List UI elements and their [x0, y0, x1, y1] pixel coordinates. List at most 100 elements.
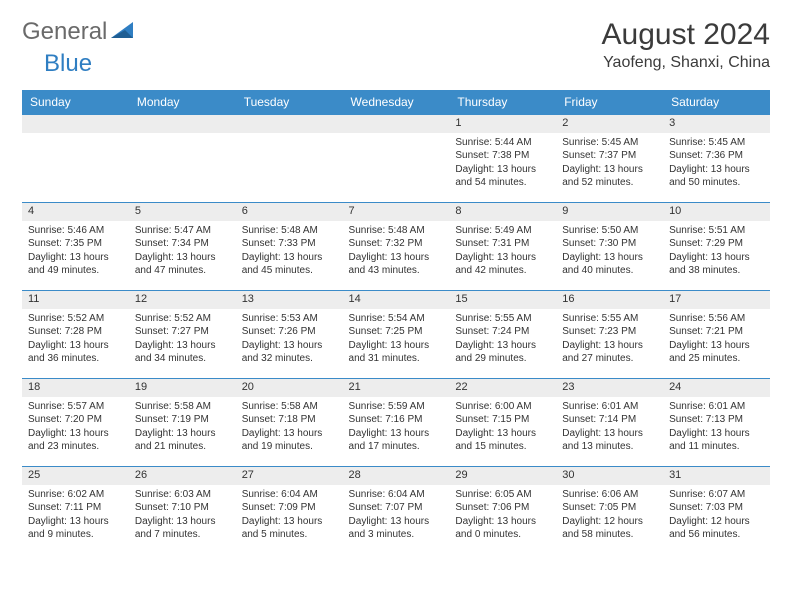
day-content-cell: Sunrise: 5:48 AMSunset: 7:32 PMDaylight:…: [343, 221, 450, 291]
location: Yaofeng, Shanxi, China: [602, 54, 770, 72]
sunset-line: Sunset: 7:30 PM: [562, 237, 657, 251]
sunset-line: Sunset: 7:29 PM: [669, 237, 764, 251]
day-content-cell: Sunrise: 6:04 AMSunset: 7:07 PMDaylight:…: [343, 485, 450, 555]
day-content-cell: Sunrise: 5:49 AMSunset: 7:31 PMDaylight:…: [449, 221, 556, 291]
daylight-line: Daylight: 13 hours and 7 minutes.: [135, 515, 230, 542]
weekday-header: Wednesday: [343, 90, 450, 115]
day-content-cell: Sunrise: 6:03 AMSunset: 7:10 PMDaylight:…: [129, 485, 236, 555]
day-content-cell: Sunrise: 5:51 AMSunset: 7:29 PMDaylight:…: [663, 221, 770, 291]
sunrise-line: Sunrise: 6:04 AM: [349, 488, 444, 502]
sunrise-line: Sunrise: 5:50 AM: [562, 224, 657, 238]
sunset-line: Sunset: 7:05 PM: [562, 501, 657, 515]
day-number-cell: 30: [556, 467, 663, 485]
sunset-line: Sunset: 7:32 PM: [349, 237, 444, 251]
daylight-line: Daylight: 13 hours and 43 minutes.: [349, 251, 444, 278]
day-number-row: 18192021222324: [22, 379, 770, 397]
day-number-cell: 24: [663, 379, 770, 397]
sunset-line: Sunset: 7:34 PM: [135, 237, 230, 251]
weekday-header: Thursday: [449, 90, 556, 115]
day-content-cell: Sunrise: 5:44 AMSunset: 7:38 PMDaylight:…: [449, 133, 556, 203]
daylight-line: Daylight: 13 hours and 21 minutes.: [135, 427, 230, 454]
day-content-cell: Sunrise: 6:00 AMSunset: 7:15 PMDaylight:…: [449, 397, 556, 467]
sunset-line: Sunset: 7:35 PM: [28, 237, 123, 251]
day-content-cell: Sunrise: 5:45 AMSunset: 7:37 PMDaylight:…: [556, 133, 663, 203]
sunrise-line: Sunrise: 6:04 AM: [242, 488, 337, 502]
weekday-header: Monday: [129, 90, 236, 115]
day-number-row: 45678910: [22, 203, 770, 221]
sunrise-line: Sunrise: 5:53 AM: [242, 312, 337, 326]
day-content-row: Sunrise: 6:02 AMSunset: 7:11 PMDaylight:…: [22, 485, 770, 555]
day-content-cell: Sunrise: 5:56 AMSunset: 7:21 PMDaylight:…: [663, 309, 770, 379]
sunset-line: Sunset: 7:33 PM: [242, 237, 337, 251]
daylight-line: Daylight: 13 hours and 19 minutes.: [242, 427, 337, 454]
weekday-header: Saturday: [663, 90, 770, 115]
day-number-cell: 25: [22, 467, 129, 485]
daylight-line: Daylight: 13 hours and 15 minutes.: [455, 427, 550, 454]
day-number-cell: 7: [343, 203, 450, 221]
logo-text-blue: Blue: [44, 50, 92, 78]
day-content-cell: Sunrise: 5:58 AMSunset: 7:18 PMDaylight:…: [236, 397, 343, 467]
daylight-line: Daylight: 13 hours and 50 minutes.: [669, 163, 764, 190]
daylight-line: Daylight: 13 hours and 13 minutes.: [562, 427, 657, 454]
day-number-cell: 6: [236, 203, 343, 221]
daylight-line: Daylight: 13 hours and 25 minutes.: [669, 339, 764, 366]
daylight-line: Daylight: 12 hours and 56 minutes.: [669, 515, 764, 542]
day-number-cell: [129, 115, 236, 133]
day-content-row: Sunrise: 5:44 AMSunset: 7:38 PMDaylight:…: [22, 133, 770, 203]
day-number-cell: [22, 115, 129, 133]
daylight-line: Daylight: 13 hours and 38 minutes.: [669, 251, 764, 278]
sunset-line: Sunset: 7:25 PM: [349, 325, 444, 339]
day-content-cell: Sunrise: 5:45 AMSunset: 7:36 PMDaylight:…: [663, 133, 770, 203]
day-number-cell: 16: [556, 291, 663, 309]
day-number-row: 123: [22, 115, 770, 133]
sunrise-line: Sunrise: 5:52 AM: [135, 312, 230, 326]
day-number-cell: 15: [449, 291, 556, 309]
daylight-line: Daylight: 13 hours and 47 minutes.: [135, 251, 230, 278]
day-number-cell: [343, 115, 450, 133]
day-number-cell: 9: [556, 203, 663, 221]
daylight-line: Daylight: 13 hours and 52 minutes.: [562, 163, 657, 190]
sunset-line: Sunset: 7:13 PM: [669, 413, 764, 427]
day-content-cell: Sunrise: 6:07 AMSunset: 7:03 PMDaylight:…: [663, 485, 770, 555]
day-content-cell: Sunrise: 5:57 AMSunset: 7:20 PMDaylight:…: [22, 397, 129, 467]
daylight-line: Daylight: 13 hours and 49 minutes.: [28, 251, 123, 278]
sunrise-line: Sunrise: 5:45 AM: [669, 136, 764, 150]
weekday-header: Friday: [556, 90, 663, 115]
sunrise-line: Sunrise: 5:59 AM: [349, 400, 444, 414]
day-number-cell: 14: [343, 291, 450, 309]
sunrise-line: Sunrise: 5:55 AM: [455, 312, 550, 326]
day-content-cell: Sunrise: 5:55 AMSunset: 7:24 PMDaylight:…: [449, 309, 556, 379]
daylight-line: Daylight: 13 hours and 23 minutes.: [28, 427, 123, 454]
sunrise-line: Sunrise: 5:52 AM: [28, 312, 123, 326]
daylight-line: Daylight: 13 hours and 36 minutes.: [28, 339, 123, 366]
day-number-cell: 19: [129, 379, 236, 397]
weekday-header: Sunday: [22, 90, 129, 115]
sunset-line: Sunset: 7:24 PM: [455, 325, 550, 339]
sunrise-line: Sunrise: 5:58 AM: [242, 400, 337, 414]
sunset-line: Sunset: 7:37 PM: [562, 149, 657, 163]
day-content-cell: Sunrise: 5:53 AMSunset: 7:26 PMDaylight:…: [236, 309, 343, 379]
daylight-line: Daylight: 13 hours and 31 minutes.: [349, 339, 444, 366]
day-number-cell: 1: [449, 115, 556, 133]
day-number-cell: 5: [129, 203, 236, 221]
month-title: August 2024: [602, 18, 770, 52]
sunrise-line: Sunrise: 6:05 AM: [455, 488, 550, 502]
sunrise-line: Sunrise: 6:03 AM: [135, 488, 230, 502]
daylight-line: Daylight: 13 hours and 32 minutes.: [242, 339, 337, 366]
weekday-header: Tuesday: [236, 90, 343, 115]
day-content-cell: Sunrise: 5:58 AMSunset: 7:19 PMDaylight:…: [129, 397, 236, 467]
sunrise-line: Sunrise: 5:55 AM: [562, 312, 657, 326]
sunset-line: Sunset: 7:19 PM: [135, 413, 230, 427]
day-content-cell: [343, 133, 450, 203]
day-content-cell: Sunrise: 5:54 AMSunset: 7:25 PMDaylight:…: [343, 309, 450, 379]
daylight-line: Daylight: 13 hours and 11 minutes.: [669, 427, 764, 454]
daylight-line: Daylight: 13 hours and 29 minutes.: [455, 339, 550, 366]
logo: General: [22, 18, 139, 46]
day-number-cell: 4: [22, 203, 129, 221]
day-content-cell: Sunrise: 5:46 AMSunset: 7:35 PMDaylight:…: [22, 221, 129, 291]
sunrise-line: Sunrise: 6:07 AM: [669, 488, 764, 502]
day-content-cell: Sunrise: 6:02 AMSunset: 7:11 PMDaylight:…: [22, 485, 129, 555]
logo-text-general: General: [22, 18, 107, 46]
day-number-cell: 10: [663, 203, 770, 221]
day-number-cell: 23: [556, 379, 663, 397]
